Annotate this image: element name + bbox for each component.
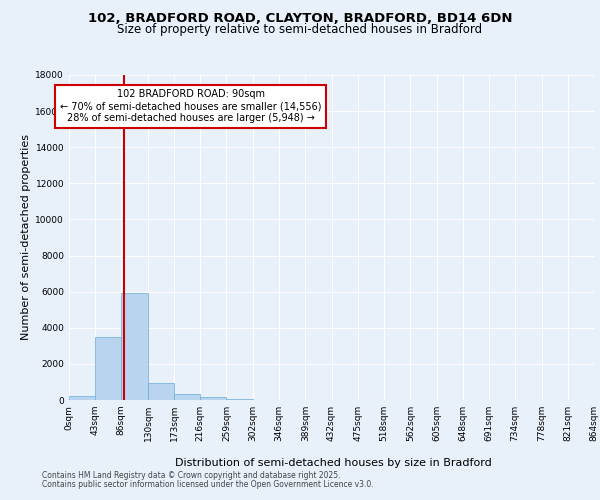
Bar: [95, 337, 121, 400]
Text: Contains public sector information licensed under the Open Government Licence v3: Contains public sector information licen…: [42, 480, 374, 489]
Text: 102 BRADFORD ROAD: 90sqm
← 70% of semi-detached houses are smaller (14,556)
28% : 102 BRADFORD ROAD: 90sqm ← 70% of semi-d…: [60, 90, 321, 122]
Bar: [121, 294, 148, 400]
Bar: [226, 398, 253, 400]
Y-axis label: Number of semi-detached properties: Number of semi-detached properties: [21, 134, 31, 340]
Text: Contains HM Land Registry data © Crown copyright and database right 2025.: Contains HM Land Registry data © Crown c…: [42, 471, 341, 480]
Bar: [174, 394, 200, 400]
Bar: [69, 396, 95, 400]
Bar: [148, 383, 174, 400]
Bar: [200, 397, 226, 400]
Text: 102, BRADFORD ROAD, CLAYTON, BRADFORD, BD14 6DN: 102, BRADFORD ROAD, CLAYTON, BRADFORD, B…: [88, 12, 512, 26]
Text: Size of property relative to semi-detached houses in Bradford: Size of property relative to semi-detach…: [118, 22, 482, 36]
Text: Distribution of semi-detached houses by size in Bradford: Distribution of semi-detached houses by …: [175, 458, 491, 468]
